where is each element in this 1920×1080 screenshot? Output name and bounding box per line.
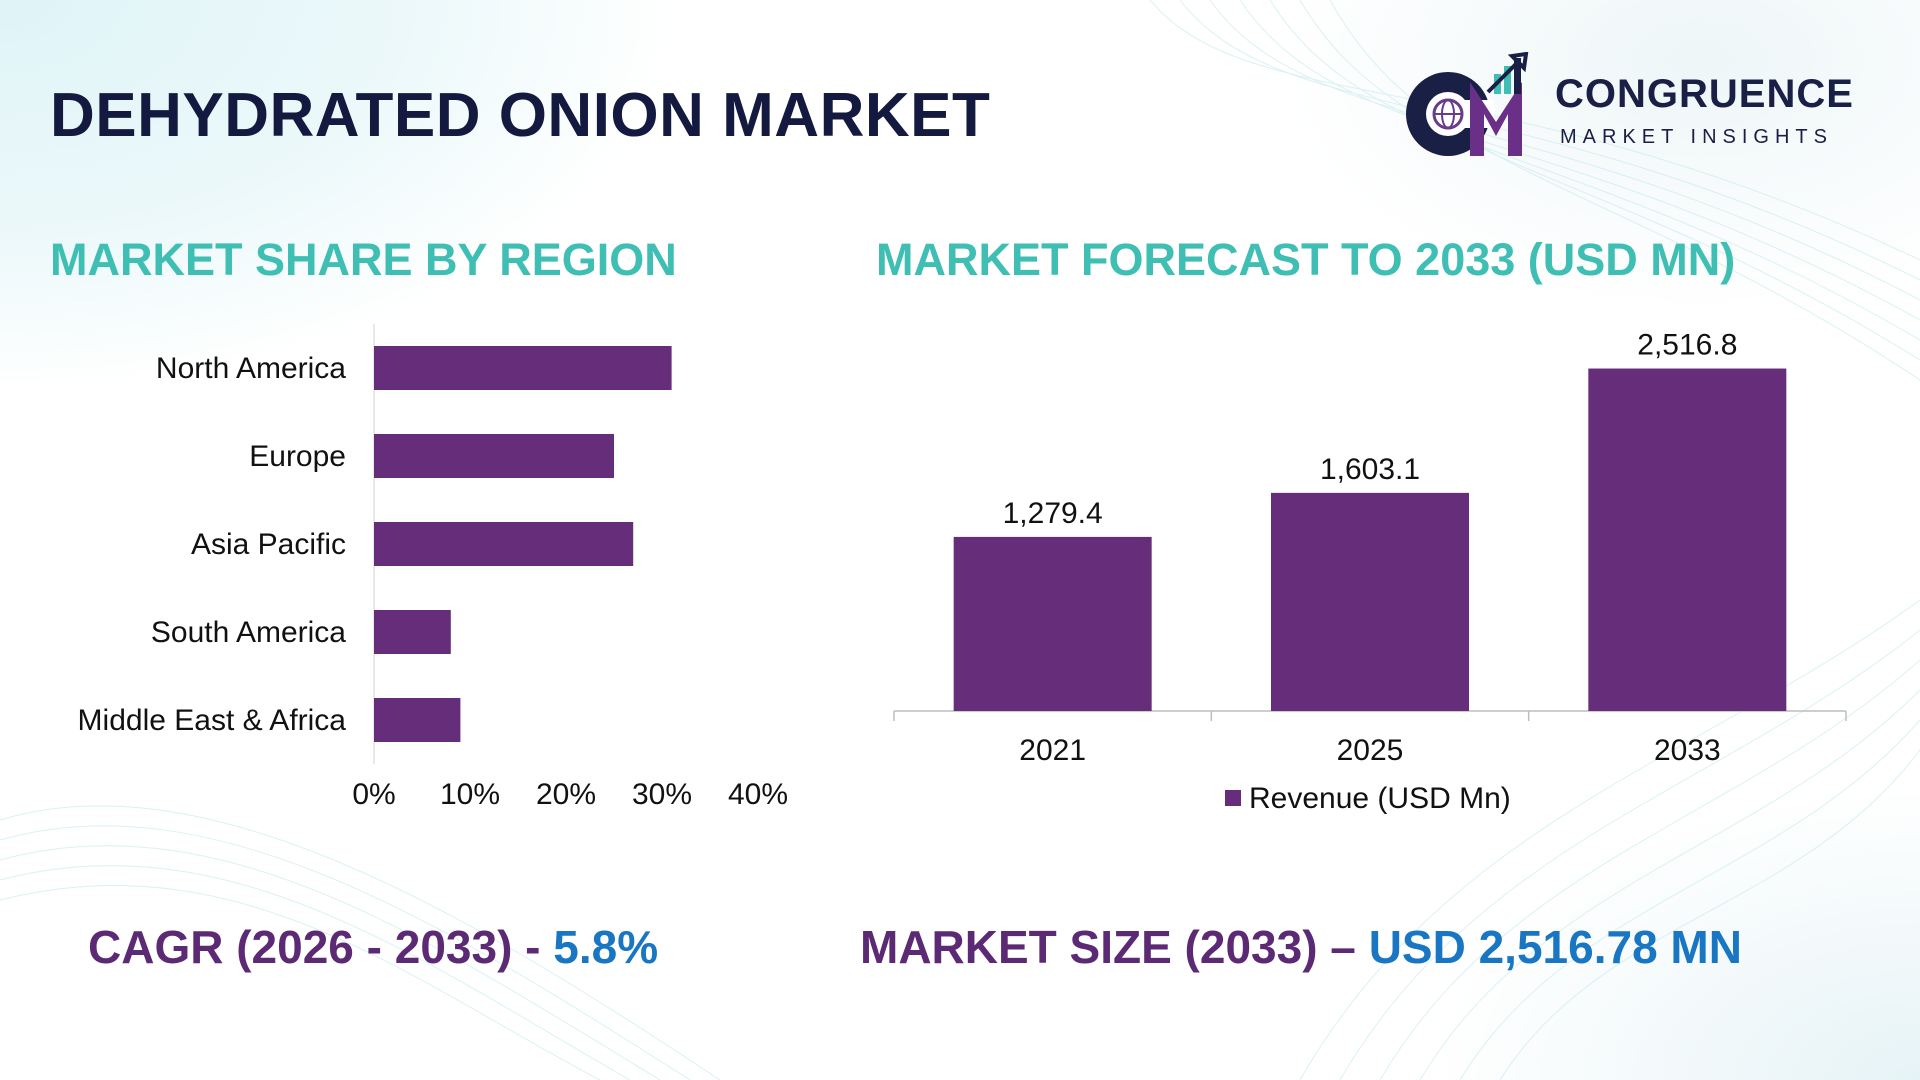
forecast-category-label: 2033: [1654, 734, 1721, 767]
forecast-legend-swatch: [1225, 790, 1241, 806]
region-x-tick-label: 10%: [440, 778, 500, 811]
region-bar: [374, 346, 672, 390]
brand-logo: CONGRUENCE MARKET INSIGHTS: [1400, 51, 1870, 162]
region-bar: [374, 522, 634, 566]
region-x-tick-label: 40%: [728, 778, 788, 811]
region-category-label: Asia Pacific: [191, 528, 346, 561]
forecast-bar: [1588, 368, 1787, 711]
region-bar: [374, 698, 461, 742]
forecast-category-label: 2021: [1019, 734, 1086, 767]
region-category-label: Europe: [249, 440, 346, 473]
forecast-data-label: 1,603.1: [1320, 453, 1420, 486]
page-title: DEHYDRATED ONION MARKET: [50, 81, 991, 150]
forecast-category-label: 2025: [1337, 734, 1404, 767]
cagr-label: CAGR (2026 - 2033) -: [88, 921, 554, 973]
region-chart-title: MARKET SHARE BY REGION: [50, 234, 677, 285]
region-bar: [374, 434, 614, 478]
cagr-summary: CAGR (2026 - 2033) - 5.8%: [88, 920, 658, 974]
logo-monogram-icon: [1406, 51, 1529, 156]
region-category-label: Middle East & Africa: [78, 704, 347, 737]
region-x-tick-label: 30%: [632, 778, 692, 811]
region-x-tick-label: 0%: [352, 778, 395, 811]
forecast-chart-title: MARKET FORECAST TO 2033 (USD MN): [876, 234, 1736, 285]
forecast-legend-label: Revenue (USD Mn): [1249, 782, 1511, 815]
market-size-label: MARKET SIZE (2033) –: [860, 921, 1369, 973]
cagr-value: 5.8%: [553, 921, 659, 973]
region-category-label: South America: [151, 616, 346, 649]
forecast-bar: [1271, 492, 1469, 711]
logo-brand-name: CONGRUENCE: [1555, 72, 1854, 116]
forecast-bar: [953, 536, 1152, 711]
region-category-label: North America: [156, 352, 346, 385]
region-x-tick-label: 20%: [536, 778, 596, 811]
region-bar: [374, 610, 451, 654]
forecast-data-label: 1,279.4: [1003, 497, 1103, 530]
market-size-value: USD 2,516.78 MN: [1368, 921, 1742, 973]
market-size-summary: MARKET SIZE (2033) – USD 2,516.78 MN: [860, 920, 1742, 974]
logo-tagline: MARKET INSIGHTS: [1560, 126, 1833, 148]
forecast-data-label: 2,516.8: [1637, 329, 1737, 362]
